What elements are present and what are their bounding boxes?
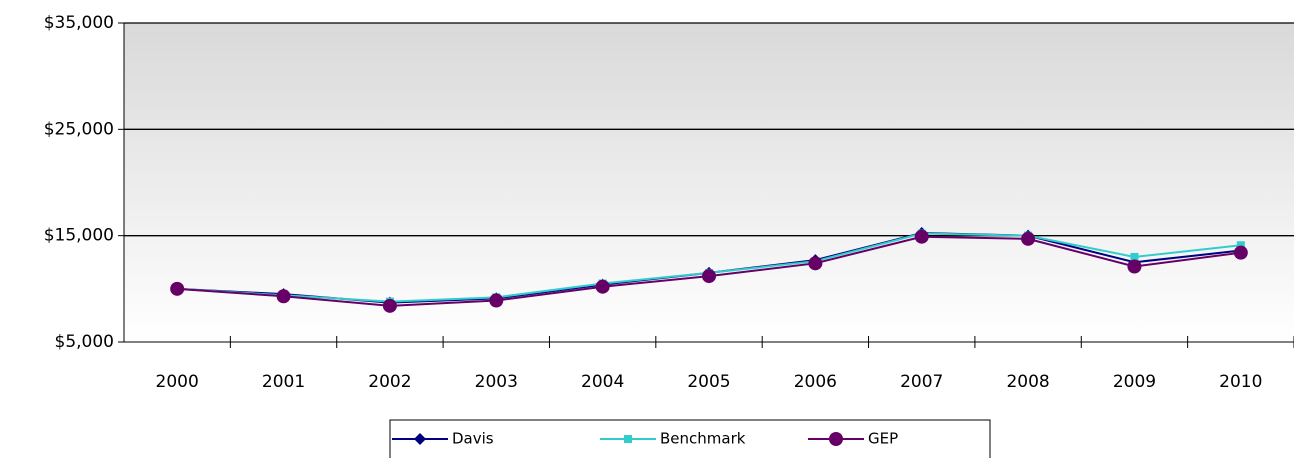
x-tick-label: 2000 (156, 372, 199, 392)
data-point (276, 289, 291, 304)
legend-marker (414, 433, 426, 445)
legend (389, 419, 991, 458)
x-tick-label: 2010 (1219, 372, 1262, 392)
x-tick-label: 2008 (1006, 372, 1049, 392)
y-tick-label: $25,000 (44, 119, 114, 139)
legend-label: Benchmark (660, 430, 746, 448)
x-tick-label: 2002 (368, 372, 411, 392)
y-tick-label: $15,000 (44, 226, 114, 246)
data-point (808, 256, 823, 271)
x-tick-label: 2001 (262, 372, 305, 392)
data-point (382, 298, 397, 313)
plot-area (124, 23, 1294, 342)
legend-marker (624, 435, 632, 443)
data-point (1127, 259, 1142, 274)
x-tick-label: 2003 (475, 372, 518, 392)
x-tick-label: 2004 (581, 372, 624, 392)
y-tick-label: $35,000 (44, 13, 114, 33)
data-point (1236, 241, 1245, 250)
legend-label: GEP (868, 430, 898, 448)
data-point (1021, 231, 1036, 246)
x-tick-label: 2006 (794, 372, 837, 392)
legend-label: Davis (452, 430, 494, 448)
data-point (1130, 252, 1139, 261)
data-point (702, 269, 716, 284)
data-point (914, 229, 929, 244)
legend-marker (829, 432, 843, 446)
x-tick-label: 2009 (1113, 372, 1156, 392)
y-tick-label: $5,000 (55, 332, 114, 352)
data-point (1233, 245, 1248, 260)
data-point (595, 279, 610, 294)
data-point (489, 293, 504, 308)
data-point (170, 281, 185, 296)
x-tick-label: 2007 (900, 372, 943, 392)
x-tick-label: 2005 (687, 372, 730, 392)
